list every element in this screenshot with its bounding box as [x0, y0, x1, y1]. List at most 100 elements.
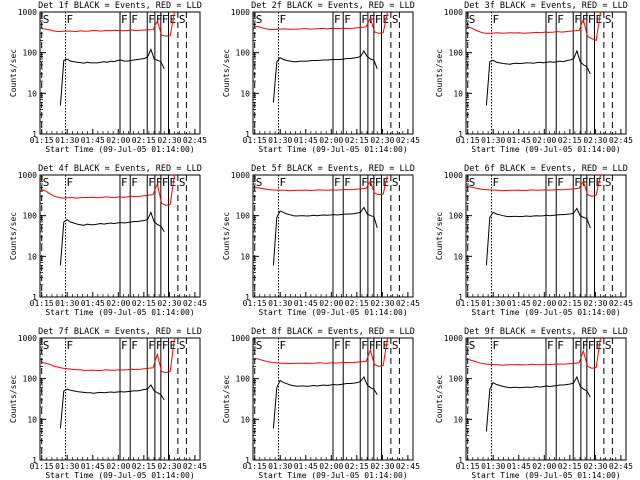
marker-label: F	[121, 13, 128, 26]
x-tick-label: 01:45	[507, 136, 531, 145]
marker-label: S	[469, 13, 476, 26]
marker-label: F	[67, 339, 74, 352]
x-tick-label: 02:30	[157, 136, 181, 145]
x-axis-label: Start Time (09-Jul-05 01:14:00)	[258, 308, 407, 317]
marker-label: S	[256, 339, 263, 352]
x-tick-label: 01:15	[243, 136, 267, 145]
panel-title: Det 4f BLACK = Events, RED = LLD	[38, 164, 202, 174]
marker-label: F	[588, 176, 595, 189]
y-tick-label: 10	[453, 252, 463, 261]
x-axis-label: Start Time (09-Jul-05 01:14:00)	[45, 145, 194, 154]
marker-label: F	[361, 176, 368, 189]
y-axis-label: Counts/sec	[435, 375, 444, 423]
x-tick-label: 01:30	[481, 136, 505, 145]
marker-label: S	[179, 176, 186, 189]
x-tick-label: 01:15	[456, 136, 480, 145]
x-tick-label: 02:45	[183, 462, 207, 471]
series-black-events	[272, 50, 378, 103]
marker-label: E	[383, 339, 390, 352]
panel-title: Det 2f BLACK = Events, RED = LLD	[251, 1, 415, 11]
x-tick-label: 02:45	[609, 462, 633, 471]
y-axis-label: Counts/sec	[435, 212, 444, 260]
panel-2: Det 2f BLACK = Events, RED = LLD 1 10 100 10…	[222, 1, 420, 154]
x-tick-label: 02:15	[132, 299, 156, 308]
marker-label: F	[369, 339, 376, 352]
marker-label: F	[588, 13, 595, 26]
marker-label: S	[392, 339, 399, 352]
x-tick-label: 02:30	[370, 299, 394, 308]
marker-label: F	[162, 13, 169, 26]
marker-label: F	[557, 13, 564, 26]
x-tick-label: 02:45	[609, 299, 633, 308]
marker-label: F	[121, 176, 128, 189]
marker-label: F	[557, 176, 564, 189]
marker-label: S	[605, 339, 612, 352]
series-red-lld	[41, 11, 175, 37]
y-tick-label: 10	[453, 89, 463, 98]
x-tick-label: 02:00	[319, 462, 343, 471]
y-axis-label: Counts/sec	[9, 49, 18, 97]
y-tick-label: 10	[27, 415, 37, 424]
y-tick-label: 1000	[231, 8, 250, 17]
series-black-events	[485, 207, 591, 266]
x-axis-label: Start Time (09-Jul-05 01:14:00)	[471, 308, 620, 317]
marker-label: F	[547, 339, 554, 352]
marker-label: S	[43, 13, 50, 26]
x-tick-label: 02:00	[532, 136, 556, 145]
y-tick-label: 10	[240, 89, 250, 98]
y-tick-label: 1000	[18, 171, 37, 180]
panel-title: Det 7f BLACK = Events, RED = LLD	[38, 327, 202, 337]
x-tick-label: 01:15	[30, 299, 54, 308]
x-tick-label: 02:00	[106, 136, 130, 145]
x-tick-label: 01:45	[507, 299, 531, 308]
x-tick-label: 01:45	[81, 299, 105, 308]
marker-label: F	[280, 13, 287, 26]
x-tick-label: 01:30	[268, 299, 292, 308]
x-tick-label: 01:45	[81, 136, 105, 145]
marker-label: F	[361, 339, 368, 352]
x-tick-label: 02:45	[396, 136, 420, 145]
marker-label: S	[605, 176, 612, 189]
marker-label: F	[582, 176, 589, 189]
y-tick-label: 10	[27, 252, 37, 261]
y-tick-label: 1	[245, 293, 250, 302]
marker-label: F	[156, 13, 163, 26]
panel-title: Det 5f BLACK = Events, RED = LLD	[251, 164, 415, 174]
panel-4: Det 4f BLACK = Events, RED = LLD 1 10 100 10…	[9, 164, 207, 317]
x-tick-label: 02:30	[583, 136, 607, 145]
y-tick-label: 1000	[18, 334, 37, 343]
y-tick-label: 1	[458, 456, 463, 465]
x-tick-label: 02:45	[183, 136, 207, 145]
x-tick-label: 02:00	[106, 462, 130, 471]
marker-label: S	[43, 176, 50, 189]
x-tick-label: 01:30	[268, 136, 292, 145]
marker-label: F	[574, 176, 581, 189]
x-tick-label: 01:45	[81, 462, 105, 471]
x-tick-label: 01:30	[268, 462, 292, 471]
panel-title: Det 6f BLACK = Events, RED = LLD	[464, 164, 628, 174]
x-tick-label: 01:30	[55, 462, 79, 471]
y-tick-label: 1	[245, 456, 250, 465]
y-axis-label: Counts/sec	[222, 375, 231, 423]
marker-label: F	[156, 176, 163, 189]
x-tick-label: 02:15	[132, 136, 156, 145]
marker-label: F	[375, 176, 382, 189]
series-red-lld	[254, 337, 388, 367]
x-tick-label: 01:15	[30, 462, 54, 471]
x-axis-label: Start Time (09-Jul-05 01:14:00)	[258, 145, 407, 154]
marker-label: F	[582, 13, 589, 26]
x-tick-label: 02:00	[319, 136, 343, 145]
y-tick-label: 100	[449, 49, 464, 58]
x-tick-label: 02:15	[558, 136, 582, 145]
marker-label: F	[162, 339, 169, 352]
marker-label: F	[67, 176, 74, 189]
marker-label: F	[375, 339, 382, 352]
marker-label: F	[344, 339, 351, 352]
x-tick-label: 02:15	[132, 462, 156, 471]
x-tick-label: 01:15	[243, 299, 267, 308]
y-tick-label: 100	[23, 212, 38, 221]
marker-label: F	[344, 13, 351, 26]
panel-title: Det 8f BLACK = Events, RED = LLD	[251, 327, 415, 337]
